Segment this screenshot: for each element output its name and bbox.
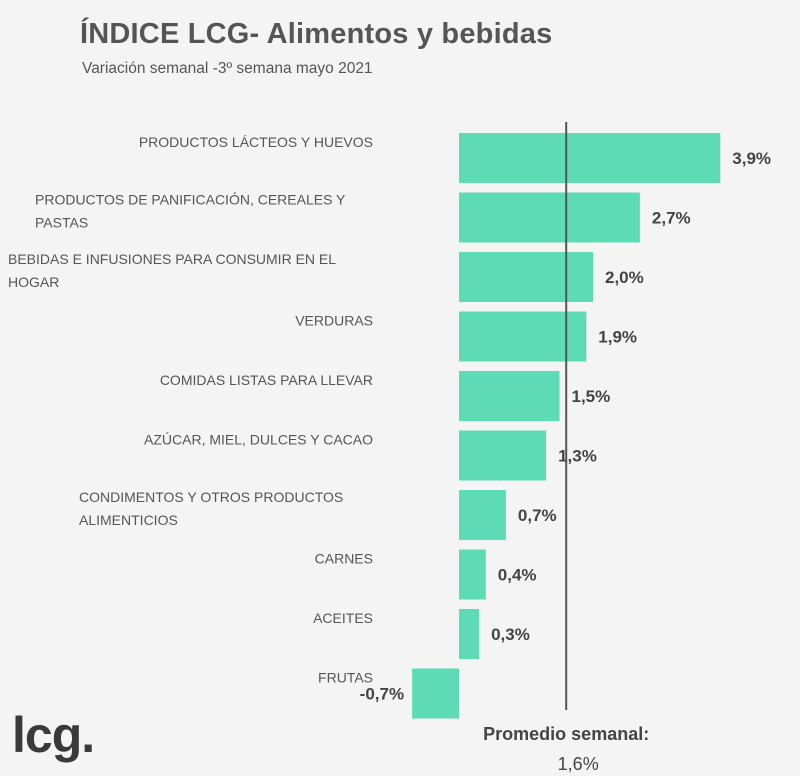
category-label-line: PRODUCTOS LÁCTEOS Y HUEVOS [139,134,373,150]
value-label-2: 2,0% [605,268,644,287]
value-label-0: 3,9% [732,149,771,168]
category-label-0: PRODUCTOS LÁCTEOS Y HUEVOS [139,134,373,150]
average-label: Promedio semanal: [483,724,649,744]
category-label-line: VERDURAS [295,313,373,329]
category-label-line: FRUTAS [318,670,373,686]
category-label-6: CONDIMENTOS Y OTROS PRODUCTOS ALIMENTICIO… [79,489,343,528]
average-value: 1,6% [558,754,599,774]
value-label-8: 0,3% [491,625,530,644]
bar-3 [459,311,587,362]
category-label-line: COMIDAS LISTAS PARA LLEVAR [160,372,373,388]
category-label-line: ACEITES [313,610,373,626]
category-label-1: PRODUCTOS DE PANIFICACIÓN, CEREALES Y PAS… [35,192,346,231]
bar-8 [459,609,480,659]
value-label-1: 2,7% [652,209,691,228]
category-label-5: AZÚCAR, MIEL, DULCES Y CACAO [144,432,373,448]
value-label-9: -0,7% [360,685,404,704]
bar-7 [459,549,486,600]
value-label-6: 0,7% [518,506,557,525]
category-label-9: FRUTAS [318,670,373,686]
bar-5 [459,430,547,481]
bar-9 [412,668,459,719]
value-label-4: 1,5% [572,387,611,406]
value-label-7: 0,4% [498,566,537,585]
chart-subtitle: Variación semanal -3º semana mayo 2021 [82,60,373,77]
category-label-4: COMIDAS LISTAS PARA LLEVAR [160,372,373,388]
category-label-2: BEBIDAS E INFUSIONES PARA CONSUMIR EN EL… [8,251,336,290]
category-label-line: CARNES [315,551,373,567]
bar-1 [459,192,640,243]
category-label-8: ACEITES [313,610,373,626]
category-label-line: ALIMENTICIOS [79,512,178,528]
category-label-3: VERDURAS [295,313,373,329]
category-label-line: AZÚCAR, MIEL, DULCES Y CACAO [144,432,373,448]
value-label-5: 1,3% [558,447,597,466]
bar-6 [459,490,506,540]
lcg-logo: lcg. [12,707,95,763]
value-label-3: 1,9% [598,328,637,347]
bar-0 [459,133,721,183]
category-label-line: CONDIMENTOS Y OTROS PRODUCTOS [79,489,343,505]
category-label-line: HOGAR [8,274,59,290]
category-label-line: PASTAS [35,215,88,231]
category-label-7: CARNES [315,551,373,567]
chart-title: ÍNDICE LCG- Alimentos y bebidas [80,18,553,50]
category-label-line: PRODUCTOS DE PANIFICACIÓN, CEREALES Y [35,192,346,208]
bar-4 [459,371,560,421]
category-label-line: BEBIDAS E INFUSIONES PARA CONSUMIR EN EL [8,251,336,267]
bar-2 [459,252,593,302]
